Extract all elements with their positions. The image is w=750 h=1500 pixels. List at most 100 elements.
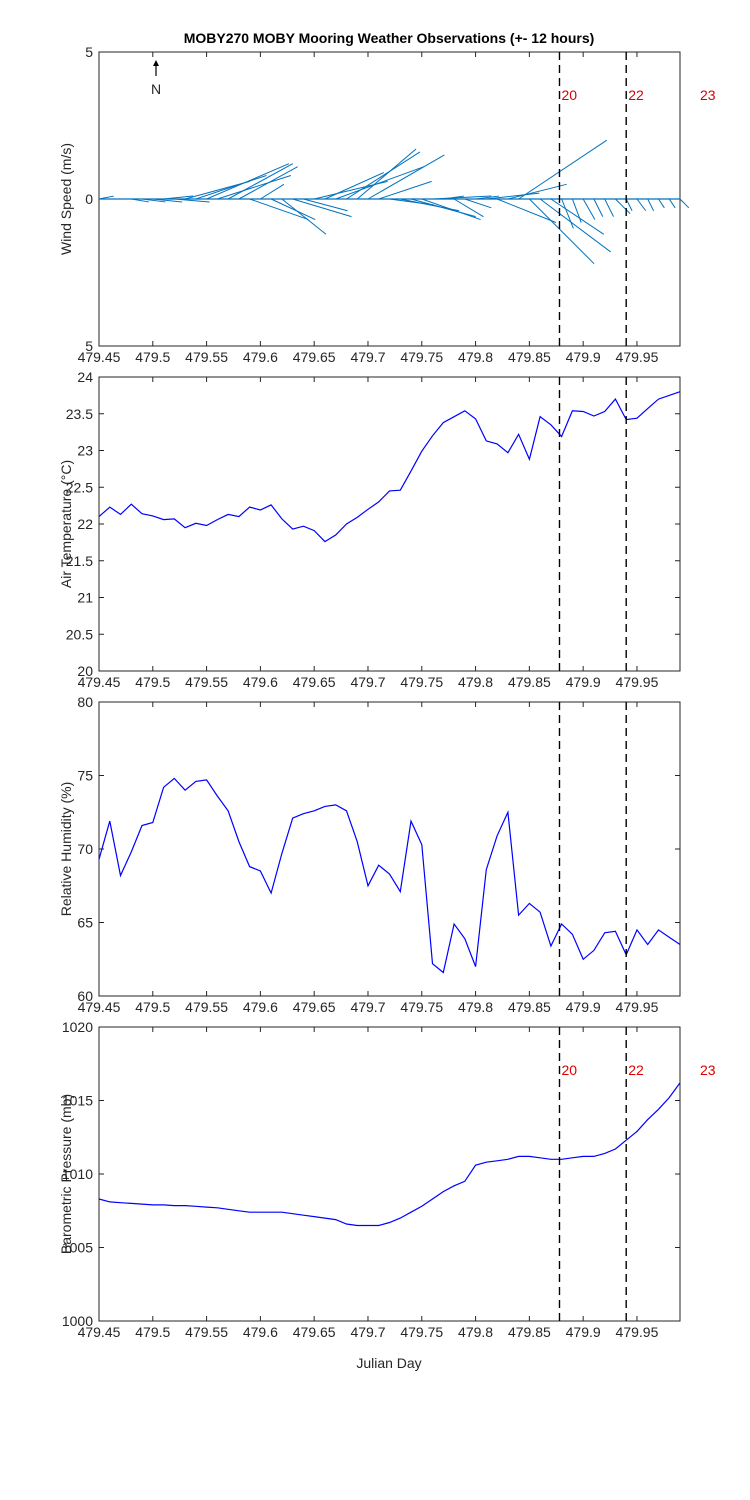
x-tick-label: 479.85 [508, 999, 551, 1015]
y-tick-label: 21.5 [66, 553, 93, 569]
y-tick-label: 20.5 [66, 626, 93, 642]
wind-vector [206, 163, 290, 200]
x-tick-label: 479.55 [185, 999, 228, 1015]
wind-vector [668, 198, 676, 209]
y-axis-label: Barometric Pressure (mb) [58, 1094, 74, 1254]
y-tick-label: 1000 [62, 1313, 93, 1329]
wind-vector [679, 198, 690, 209]
plot-frame [98, 701, 681, 997]
x-tick-label: 479.8 [458, 999, 493, 1015]
x-tick-label: 479.85 [508, 674, 551, 690]
x-tick-label: 479.85 [508, 349, 551, 365]
wind-vector [303, 198, 348, 212]
x-tick-label: 479.55 [185, 349, 228, 365]
time-marker-label: 22 [628, 87, 644, 103]
wind-vector [561, 198, 574, 229]
x-tick-label: 479.6 [243, 674, 278, 690]
wind-vector [131, 198, 149, 203]
x-tick-label: 479.6 [243, 1324, 278, 1340]
y-tick-label: 1020 [62, 1019, 93, 1035]
x-tick-label: 479.9 [566, 674, 601, 690]
wind-vector [260, 183, 285, 200]
plot-frame [98, 376, 681, 672]
y-tick-label: 20 [77, 663, 93, 679]
x-tick-label: 479.95 [616, 674, 659, 690]
y-tick-label: 5 [85, 44, 93, 60]
x-tick-label: 479.95 [616, 349, 659, 365]
wind-vector [550, 198, 605, 235]
x-tick-label: 479.65 [293, 999, 336, 1015]
wind-vector [238, 166, 298, 200]
x-tick-label: 479.55 [185, 1324, 228, 1340]
north-arrowhead-icon [153, 60, 159, 66]
y-tick-label: 22 [77, 516, 93, 532]
wind-vector [615, 198, 631, 215]
wind-vector [335, 166, 425, 200]
x-axis-label: Julian Day [356, 1355, 421, 1371]
x-tick-label: 479.5 [135, 1324, 170, 1340]
wind-vector [292, 198, 352, 218]
north-label: N [151, 81, 161, 97]
wind-vector [582, 198, 596, 220]
chart-title: MOBY270 MOBY Mooring Weather Observation… [184, 30, 595, 46]
wind-vector [270, 198, 316, 221]
x-tick-label: 479.75 [400, 674, 443, 690]
y-tick-label: 24 [77, 369, 93, 385]
y-tick-label: 0 [85, 191, 93, 207]
plot-frame [98, 1026, 681, 1322]
series-line-humidity [98, 777, 681, 974]
x-tick-label: 479.65 [293, 349, 336, 365]
chart-panels: 479.45 479.5 479.55 479.6 479.65 479.7 479.75 4… [58, 44, 716, 1340]
y-tick-label: 1010 [62, 1166, 93, 1182]
x-tick-label: 479.7 [350, 999, 385, 1015]
x-tick-label: 479.7 [350, 674, 385, 690]
wind-vector [421, 198, 481, 221]
x-tick-label: 479.85 [508, 1324, 551, 1340]
y-tick-label: 60 [77, 988, 93, 1004]
wind-vector [356, 148, 417, 200]
wind-vector [496, 198, 557, 223]
wind-vector [432, 195, 492, 200]
x-tick-label: 479.75 [400, 349, 443, 365]
wind-vector [571, 198, 582, 223]
time-marker-label: 23 [700, 87, 716, 103]
x-tick-label: 479.95 [616, 999, 659, 1015]
x-tick-label: 479.5 [135, 999, 170, 1015]
series-line-pressure [98, 1082, 681, 1227]
wind-vector [346, 151, 421, 200]
x-tick-label: 479.45 [78, 1324, 121, 1340]
x-tick-label: 479.8 [458, 349, 493, 365]
wind-vector [593, 198, 604, 217]
x-tick-label: 479.6 [243, 999, 278, 1015]
y-tick-label: 1005 [62, 1240, 93, 1256]
panel-air_temp: 479.45 479.5 479.55 479.6 479.65 479.7 479.75 4… [58, 369, 681, 690]
wind-vector [378, 180, 432, 200]
y-tick-label: 1015 [62, 1093, 93, 1109]
x-tick-label: 479.5 [135, 674, 170, 690]
x-tick-label: 479.8 [458, 1324, 493, 1340]
x-tick-label: 479.45 [78, 999, 121, 1015]
x-tick-label: 479.65 [293, 1324, 336, 1340]
wind-vector [195, 175, 267, 200]
y-axis-label: Air Temperature (°C) [58, 460, 74, 588]
wind-vector [507, 183, 567, 200]
wind-vector [636, 198, 647, 212]
wind-vector [217, 175, 292, 200]
x-tick-label: 479.55 [185, 674, 228, 690]
wind-vector [141, 198, 166, 203]
y-axis-label: Relative Humidity (%) [58, 782, 74, 917]
panel-pressure: 479.45 479.5 479.55 479.6 479.65 479.7 479.75 4… [58, 1019, 716, 1340]
time-marker-label: 22 [628, 1062, 644, 1078]
wind-vector [539, 198, 611, 253]
wind-vector [249, 198, 309, 221]
x-tick-label: 479.7 [350, 349, 385, 365]
x-tick-label: 479.9 [566, 349, 601, 365]
wind-vector [227, 163, 294, 200]
wind-vector [174, 198, 210, 203]
time-marker-label: 20 [561, 1062, 577, 1078]
x-tick-label: 479.8 [458, 674, 493, 690]
y-tick-label: 23.5 [66, 406, 93, 422]
y-tick-label: 23 [77, 443, 93, 459]
x-tick-label: 479.75 [400, 999, 443, 1015]
